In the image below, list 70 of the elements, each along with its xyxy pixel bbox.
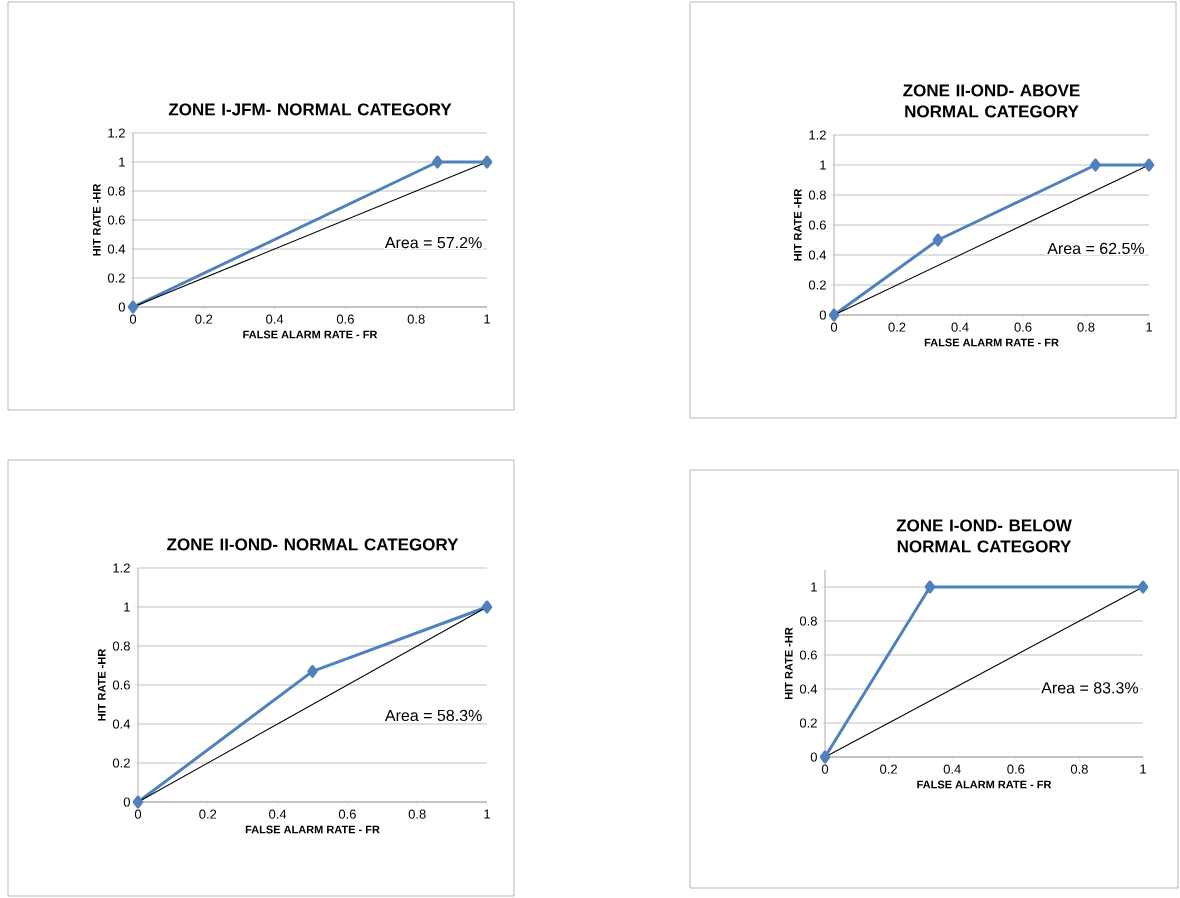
point: [828, 308, 840, 322]
point: [1143, 158, 1155, 172]
x-tick-label: 1: [1146, 322, 1152, 332]
annotation: Area = 58.3%: [384, 709, 482, 722]
y-tick-label: 0.6: [107, 215, 125, 225]
x-axis-title: FALSE ALARM RATE - FR: [917, 780, 1052, 789]
y-tick-label: 0.6: [799, 650, 817, 660]
y-tick-label: 0.6: [112, 680, 130, 690]
x-tick-label: 0.4: [266, 314, 284, 324]
y-tick-label: 1: [820, 160, 826, 170]
y-tick-label: 0: [123, 797, 130, 807]
chart-title: ZONE I-JFM- NORMAL CATEGORY: [168, 103, 452, 116]
x-tick-label: 0.8: [1070, 764, 1088, 774]
point: [932, 233, 944, 247]
y-tick-label: 0.8: [808, 190, 826, 200]
y-tick-label: 1.2: [809, 130, 826, 140]
x-tick-label: 0: [830, 322, 838, 332]
annotation: Area = 57.2%: [384, 236, 482, 249]
x-tick-label: 0.2: [880, 764, 897, 774]
x-tick-label: 0: [134, 809, 142, 819]
x-axis-title: FALSE ALARM RATE - FR: [243, 330, 378, 339]
y-tick-label: 1.2: [108, 128, 125, 138]
x-tick-label: 0.4: [943, 764, 961, 774]
y-tick-label: 1: [124, 602, 130, 612]
x-tick-label: 0.8: [1077, 322, 1095, 332]
y-axis-title: HIT RATE -HR: [793, 188, 802, 261]
y-tick-label: 0: [118, 302, 125, 312]
x-tick-label: 1: [1140, 764, 1146, 774]
x-tick-label: 0.6: [336, 314, 354, 324]
chart-title: ZONE II-OND- ABOVE NORMAL CATEGORY: [903, 84, 1080, 118]
y-axis-title: HIT RATE -HR: [92, 183, 101, 256]
x-tick-label: 0.2: [199, 809, 217, 819]
y-tick-label: 0.4: [799, 684, 818, 694]
y-tick-label: 1.2: [113, 563, 130, 573]
x-axis-title: FALSE ALARM RATE - FR: [924, 338, 1059, 347]
y-tick-label: 0.8: [107, 186, 125, 196]
y-axis-title: HIT RATE -HR: [97, 648, 106, 721]
x-tick-label: 0.4: [269, 809, 287, 819]
annotation: Area = 83.3%: [1041, 682, 1139, 694]
y-tick-label: 0.4: [112, 719, 131, 729]
x-tick-label: 0.2: [888, 322, 906, 332]
y-tick-label: 0.2: [799, 718, 817, 728]
x-tick-label: 0.8: [407, 314, 425, 324]
x-tick-label: 0.4: [951, 322, 969, 332]
point: [307, 664, 318, 678]
y-tick-label: 1: [811, 582, 817, 592]
y-tick-label: 0.2: [808, 280, 826, 290]
x-tick-label: 1: [484, 314, 490, 324]
x-tick-label: 0.6: [1007, 764, 1025, 774]
y-tick-label: 0.6: [808, 220, 826, 230]
y-tick-label: 0.8: [112, 641, 130, 651]
x-tick-label: 1: [484, 809, 490, 819]
point: [132, 795, 144, 809]
x-tick-label: 0.8: [408, 809, 426, 819]
y-tick-label: 0.2: [107, 273, 125, 283]
y-tick-label: 0.8: [799, 616, 817, 626]
x-tick-label: 0.2: [195, 314, 213, 324]
x-tick-label: 0.6: [338, 809, 356, 819]
y-tick-label: 1: [119, 157, 125, 167]
y-axis-title: HIT RATE -HR: [784, 627, 793, 700]
point: [481, 600, 493, 614]
y-tick-label: 0.4: [808, 250, 827, 260]
chart-title: ZONE II-OND- NORMAL CATEGORY: [167, 538, 459, 551]
point: [1090, 158, 1101, 172]
y-tick-label: 0.4: [107, 244, 126, 254]
x-axis-title: FALSE ALARM RATE - FR: [245, 825, 380, 834]
chart-title: ZONE I-OND- BELOW NORMAL CATEGORY: [896, 519, 1072, 553]
x-tick-label: 0.6: [1014, 322, 1032, 332]
y-tick-label: 0: [810, 752, 817, 762]
annotation: Area = 62.5%: [1047, 242, 1145, 255]
